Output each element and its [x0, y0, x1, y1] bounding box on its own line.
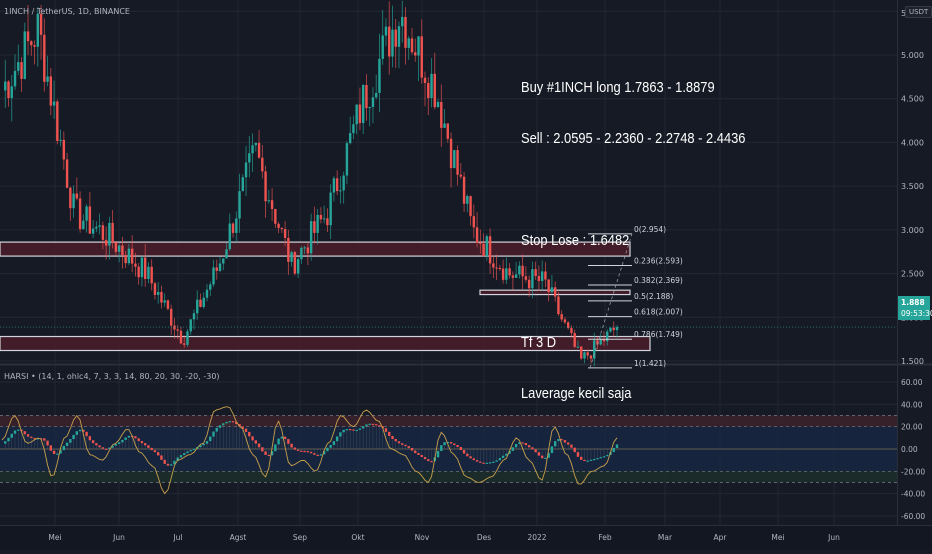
svg-text:Sep: Sep	[293, 533, 307, 542]
svg-text:1.500: 1.500	[901, 357, 924, 366]
svg-text:0.00: 0.00	[901, 445, 918, 454]
svg-text:Jun: Jun	[827, 533, 840, 542]
svg-text:Nov: Nov	[415, 533, 430, 542]
svg-text:4.000: 4.000	[901, 138, 924, 147]
candlesticks	[4, 0, 619, 367]
fib-level-label: 1(1.421)	[634, 359, 666, 368]
svg-text:Jul: Jul	[172, 533, 182, 542]
svg-text:3.000: 3.000	[901, 226, 924, 235]
svg-text:60.00: 60.00	[901, 378, 923, 387]
fib-level-label: 0.5(2.188)	[634, 292, 673, 301]
zone-rectangle	[0, 335, 651, 352]
fib-level-label: 0.236(2.593)	[634, 256, 683, 265]
svg-text:Mar: Mar	[658, 533, 673, 542]
currency-badge[interactable]: USDT	[905, 6, 932, 18]
note-line-sell: Sell : 2.0595 - 2.2360 - 2.2748 - 2.4436	[521, 130, 746, 147]
fib-level-label: 0.382(2.369)	[634, 276, 683, 285]
svg-text:2.500: 2.500	[901, 270, 924, 279]
indicator-title-harsi[interactable]: HARSI • (14, 1, ohlc4, 7, 3, 3, 14, 80, …	[4, 372, 220, 381]
svg-text:3.500: 3.500	[901, 182, 924, 191]
zone-rectangle	[0, 241, 631, 257]
note-line-blank	[521, 283, 745, 300]
symbol-title[interactable]: 1INCH / TetherUS, 1D, BINANCE	[4, 7, 130, 16]
time-axis: Mei Jun Jul Agst Sep Okt Nov Des 2022 Feb Mar Apr Me…	[48, 533, 840, 542]
trade-note-annotation[interactable]: Buy #1INCH long 1.7863 - 1.8879 Sell : 2…	[521, 45, 745, 419]
last-price-value: 1.888	[901, 298, 925, 307]
svg-text:-60.00: -60.00	[901, 512, 925, 521]
svg-text:5.: 5.	[901, 9, 909, 18]
svg-text:Jun: Jun	[112, 533, 125, 542]
svg-text:Okt: Okt	[351, 533, 364, 542]
note-line-stop-loss: Stop Lose : 1.6482	[521, 232, 630, 249]
svg-text:4.500: 4.500	[901, 95, 924, 104]
svg-text:Feb: Feb	[598, 533, 612, 542]
note-line-blank	[521, 181, 745, 198]
svg-text:Mei: Mei	[48, 533, 61, 542]
svg-text:40.00: 40.00	[901, 400, 923, 409]
rsi-line	[1, 406, 618, 495]
svg-text:Agst: Agst	[230, 533, 247, 542]
svg-text:Apr: Apr	[714, 533, 728, 542]
svg-text:Des: Des	[477, 533, 491, 542]
bar-countdown: 09:53:30	[901, 309, 932, 318]
fib-level-label: 0.786(1.749)	[634, 330, 683, 339]
svg-text:Mei: Mei	[771, 533, 784, 542]
fibonacci-retracement: 0(2.954) 0.236(2.593) 0.382(2.369) 0.5(2.18…	[588, 225, 683, 369]
svg-text:-20.00: -20.00	[901, 467, 925, 476]
harsi-indicator	[0, 406, 897, 495]
svg-text:20.00: 20.00	[901, 423, 923, 432]
last-price-label: 1.888 09:53:30	[898, 296, 932, 320]
note-line-timeframe: Tf 3 D	[521, 334, 557, 351]
svg-text:5.000: 5.000	[901, 51, 924, 60]
fib-level-label: 0.618(2.007)	[634, 308, 683, 317]
svg-text:2022: 2022	[527, 533, 546, 542]
svg-text:-40.00: -40.00	[901, 490, 925, 499]
note-line-buy: Buy #1INCH long 1.7863 - 1.8879	[521, 79, 715, 96]
fib-level-label: 0(2.954)	[634, 225, 666, 234]
note-line-leverage: Laverage kecil saja	[521, 385, 632, 402]
